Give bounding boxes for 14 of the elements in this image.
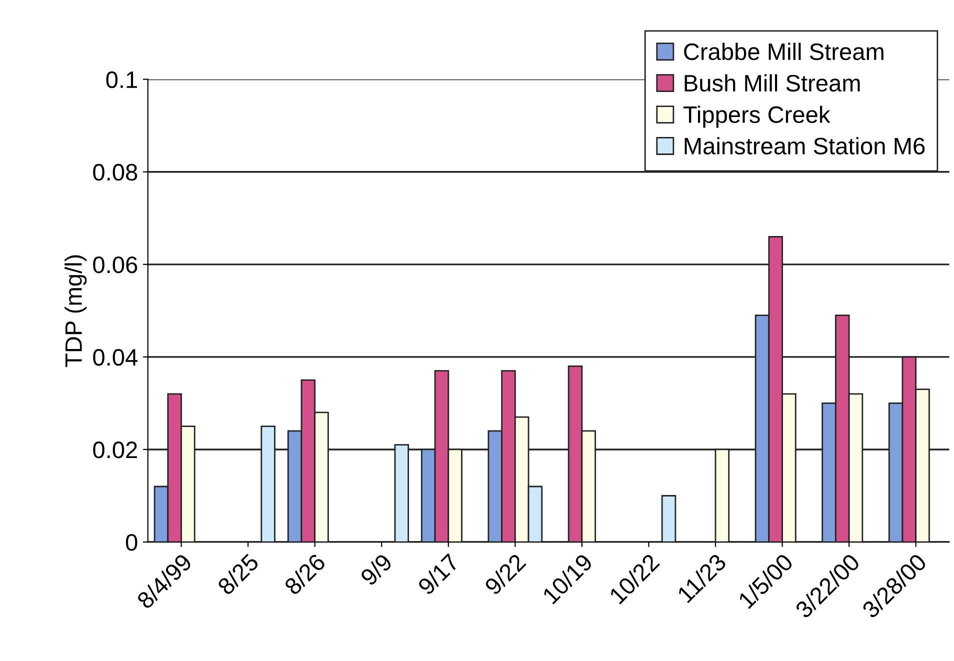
legend-label: Mainstream Station M6 <box>684 137 925 154</box>
y-tick-label: 0.06 <box>93 256 138 274</box>
y-tick-label: 0 <box>126 534 138 551</box>
y-tick-label: 0.02 <box>93 442 137 458</box>
x-tick-label: 8/26 <box>283 552 326 596</box>
legend-label: Crabbe Mill Stream <box>684 42 884 60</box>
legend-label: Bush Mill Stream <box>684 74 860 92</box>
y-tick-label: 0.04 <box>93 349 138 366</box>
x-tick-label: 9/9 <box>359 552 394 586</box>
legend-label: Tippers Creek <box>683 106 830 128</box>
y-tick-label: 0.1 <box>106 71 137 88</box>
y-axis-title: TDP (mg/l) <box>64 255 87 367</box>
x-tick-label: 9/22 <box>483 552 527 596</box>
y-tick-label: 0.08 <box>93 164 138 181</box>
